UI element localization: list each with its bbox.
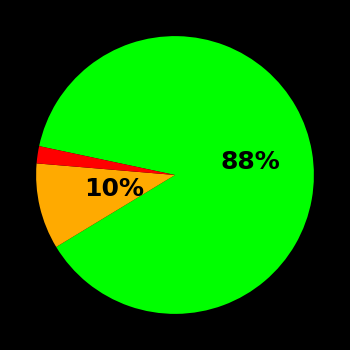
Text: 10%: 10% [84,177,144,201]
Text: 88%: 88% [220,150,280,174]
Wedge shape [36,163,175,247]
Wedge shape [39,36,314,314]
Wedge shape [37,146,175,175]
